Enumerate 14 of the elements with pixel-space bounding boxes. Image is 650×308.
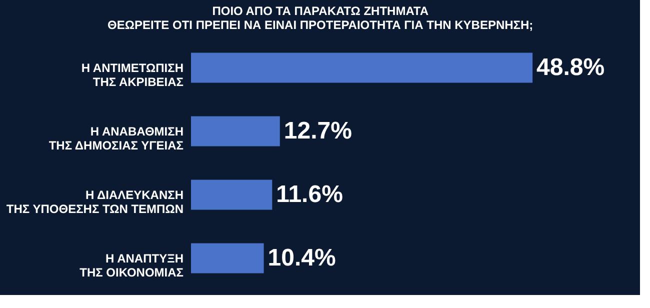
- bar: [191, 243, 264, 274]
- bar: [191, 52, 533, 83]
- data-label: 48.8%: [536, 54, 605, 81]
- y-tick-label: Η ΑΝΤΙΜΕΤΩΠΙΣΗ ΤΗΣ ΑΚΡΙΒΕΙΑΣ: [81, 60, 184, 89]
- data-label: 10.4%: [268, 244, 336, 272]
- y-tick-label: Η ΑΝΑΒΑΘΜΙΣΗ ΤΗΣ ΔΗΜΟΣΙΑΣ ΥΓΕΙΑΣ: [48, 124, 184, 152]
- text: ΠΟΙΟ ΑΠΟ ΤΑ ΠΑΡΑΚΑΤΩ ΖΗΤΗΜΑΤΑ: [212, 4, 428, 18]
- bar: [191, 180, 272, 210]
- data-label: 11.6%: [276, 180, 343, 208]
- data-label: 12.7%: [284, 117, 352, 144]
- bar: [191, 116, 280, 146]
- y-tick-label: Η ΑΝΑΠΤΥΞΗ ΤΗΣ ΟΙΚΟΝΟΜΙΑΣ: [80, 251, 184, 280]
- y-tick-label: Η ΔΙΑΛΕΥΚΑΝΣΗ ΤΗΣ ΥΠΟΘΕΣΗΣ ΤΩΝ ΤΕΜΠΩΝ: [6, 188, 184, 216]
- text: ΘΕΩΡΕΙΤΕ ΟΤΙ ΠΡΕΠΕΙ ΝΑ ΕΙΝΑΙ ΠΡΟΤΕΡΑΙΟΤΗΤΑ ΓΙΑ ΤΗΝ ΚΥΒΕΡΝΗΣΗ;: [108, 18, 534, 32]
